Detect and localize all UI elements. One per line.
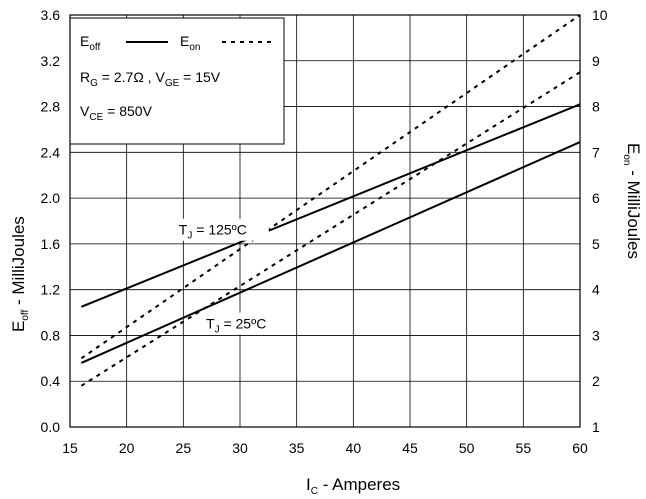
x-tick-label: 35 xyxy=(289,440,305,456)
annotation-tj-125: TJ = 125ºC xyxy=(179,222,247,242)
legend-box xyxy=(69,17,285,145)
legend-eoff-label: Eoff xyxy=(80,33,101,53)
legend-eon-label: Eon xyxy=(180,33,200,53)
grid xyxy=(70,15,580,427)
y-right-tick-label: 6 xyxy=(592,190,600,206)
y-left-tick-label: 3.6 xyxy=(41,7,61,23)
y-axis-right-label: Eon - MilliJoules xyxy=(621,143,643,259)
x-tick-label: 25 xyxy=(176,440,192,456)
y-left-tick-label: 0.8 xyxy=(41,327,61,343)
plot-area-border xyxy=(69,14,581,428)
tick-labels: 15 20 25 30 35 40 45 50 55 600.00.40.81.21.62.02.… xyxy=(41,7,608,456)
y-left-tick-label: 1.6 xyxy=(41,236,61,252)
y-right-tick-label: 5 xyxy=(592,236,600,252)
series-group xyxy=(80,14,581,387)
y-right-tick-label: 2 xyxy=(592,373,600,389)
x-tick-label: 20 xyxy=(119,440,135,456)
x-tick-label: 15 xyxy=(62,440,78,456)
annotation-tj-25: TJ = 25ºC xyxy=(206,316,266,336)
y-right-tick-label: 9 xyxy=(592,53,600,69)
x-tick-label: 30 xyxy=(232,440,248,456)
y-left-tick-label: 0.4 xyxy=(41,373,61,389)
annotation-background xyxy=(202,312,296,335)
x-tick-label: 55 xyxy=(516,440,532,456)
series-line-0 xyxy=(80,103,581,308)
y-left-tick-label: 1.2 xyxy=(41,282,61,298)
y-left-tick-label: 2.8 xyxy=(41,99,61,115)
y-right-tick-label: 1 xyxy=(592,419,600,435)
y-axis-left-label: Eoff - MilliJoules xyxy=(9,216,31,332)
legend-vce-line: VCE = 850V xyxy=(80,103,153,123)
y-left-tick-label: 0.0 xyxy=(41,419,61,435)
y-left-tick-label: 2.4 xyxy=(41,144,61,160)
y-left-tick-label: 3.2 xyxy=(41,53,61,69)
series-line-2 xyxy=(80,14,581,360)
y-right-tick-label: 4 xyxy=(592,282,600,298)
x-axis-label: IC - Amperes xyxy=(306,475,400,497)
x-tick-label: 50 xyxy=(459,440,475,456)
annotation-background xyxy=(174,218,269,241)
y-right-tick-label: 7 xyxy=(592,144,600,160)
y-right-tick-label: 3 xyxy=(592,327,600,343)
x-tick-label: 40 xyxy=(346,440,362,456)
x-tick-label: 45 xyxy=(402,440,418,456)
x-tick-label: 60 xyxy=(572,440,588,456)
y-right-tick-label: 8 xyxy=(592,99,600,115)
y-left-tick-label: 2.0 xyxy=(41,190,61,206)
y-right-tick-label: 10 xyxy=(592,7,608,23)
legend: Eoff Eon RG = 2.7Ω , VGE = 15V VCE = 850… xyxy=(69,17,285,145)
legend-conditions-line: RG = 2.7Ω , VGE = 15V xyxy=(80,69,221,89)
series-line-1 xyxy=(80,141,581,364)
